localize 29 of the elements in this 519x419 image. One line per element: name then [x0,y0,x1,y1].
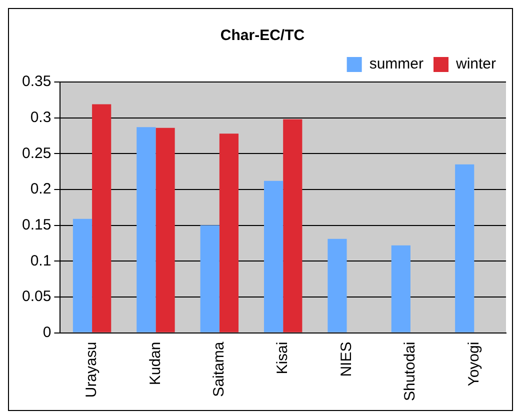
x-tick-label: NIES [338,342,355,377]
y-tick-label: 0.1 [30,252,52,270]
bar [156,128,175,332]
x-tick-label: Yoyogi [465,342,482,386]
y-tick-label: 0.2 [30,180,52,198]
bar [264,180,284,332]
bar [136,127,156,332]
bar [200,225,220,332]
y-tick-label: 0.35 [22,73,52,90]
x-tick-label: Saitama [210,341,228,397]
y-tick-label: 0 [42,324,52,341]
bar [283,119,302,332]
legend-label: winter [454,56,496,73]
x-tick-label: Shutodai [402,342,419,401]
y-tick-label: 0.15 [22,216,52,234]
bar [219,134,239,332]
y-tick-label: 0.3 [30,108,52,126]
x-tick-label: Urayasu [83,342,100,398]
bar [92,104,112,332]
x-tick-label: Kudan [146,342,164,386]
bar [328,238,347,332]
bar [391,245,410,332]
bar [455,164,474,332]
bar [72,218,92,332]
x-tick-label: Kisai [274,342,292,374]
chart-title: Char-EC/TC [220,27,305,44]
legend-label: summer [369,56,424,73]
y-tick-label: 0.05 [22,288,52,306]
y-tick-label: 0.25 [22,144,52,162]
